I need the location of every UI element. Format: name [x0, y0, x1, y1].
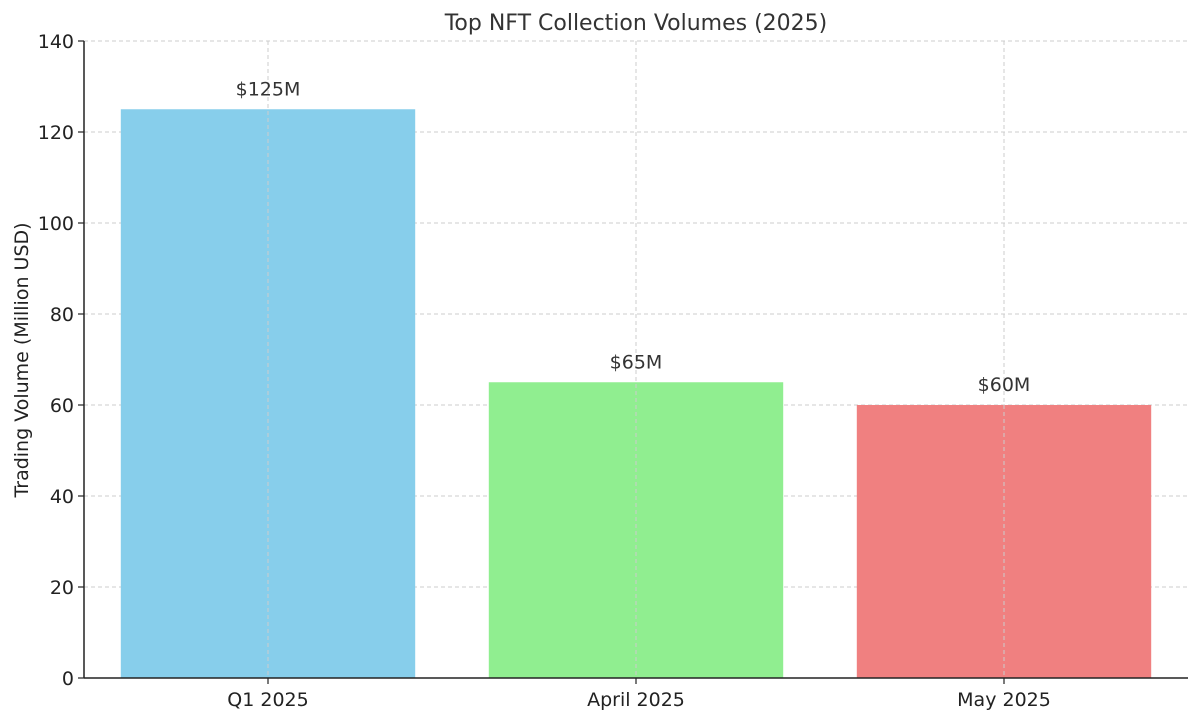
y-tick-label: 40 — [50, 486, 74, 508]
bar-data-label: $60M — [978, 374, 1031, 396]
x-tick-label: Q1 2025 — [227, 689, 308, 711]
axes — [78, 40, 1188, 684]
bar-data-label: $65M — [610, 351, 663, 373]
labels: 0 20 40 60 80 100 120 140 $125M $65M $60M Q1 2025 Ap… — [38, 31, 1051, 711]
y-tick-label: 100 — [38, 213, 74, 235]
chart-title: Top NFT Collection Volumes (2025) — [444, 11, 828, 36]
y-tick-label: 140 — [38, 31, 74, 53]
y-tick-label: 20 — [50, 577, 74, 599]
bar — [488, 382, 784, 678]
y-tick-label: 0 — [62, 668, 74, 690]
y-tick-label: 60 — [50, 395, 74, 417]
y-axis-label: Trading Volume (Million USD) — [11, 222, 33, 498]
bar-data-label: $125M — [236, 78, 301, 100]
x-tick-label: May 2025 — [957, 689, 1051, 711]
x-grid — [267, 41, 1005, 678]
y-tick-label: 80 — [50, 304, 74, 326]
x-tick-label: April 2025 — [587, 689, 685, 711]
y-tick-label: 120 — [38, 122, 74, 144]
